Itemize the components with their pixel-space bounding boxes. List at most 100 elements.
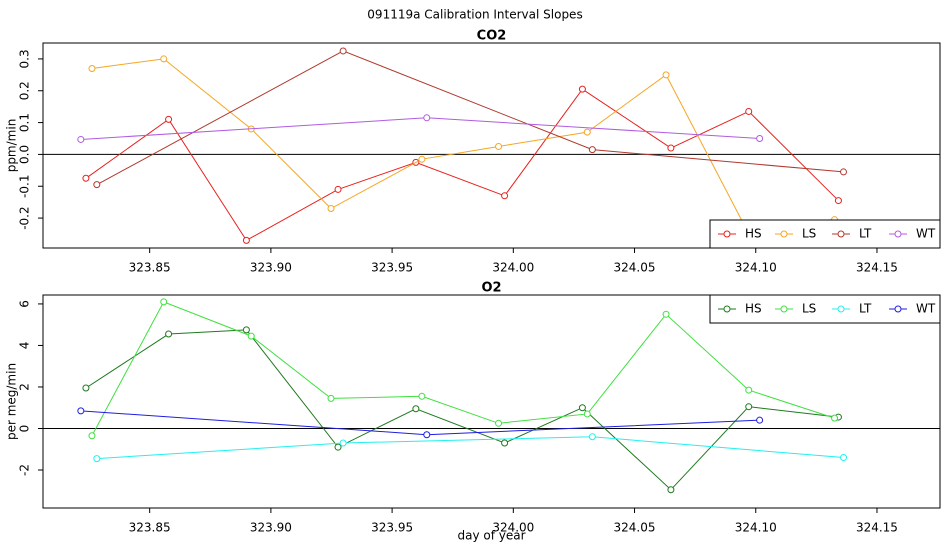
data-point xyxy=(840,454,848,462)
data-point xyxy=(327,205,335,213)
data-point xyxy=(327,394,335,402)
y-tick-label: 6 xyxy=(18,300,32,308)
data-point xyxy=(583,410,591,418)
x-tick-label: 324.15 xyxy=(856,521,898,535)
y-axis-label: ppm/min xyxy=(5,119,19,173)
data-point xyxy=(160,298,168,306)
x-axis-label: day of year xyxy=(457,529,525,543)
y-tick-label: -0.2 xyxy=(18,206,32,229)
data-point xyxy=(412,405,420,413)
data-point xyxy=(588,433,596,441)
data-point xyxy=(831,414,839,422)
data-point xyxy=(667,486,675,494)
data-point xyxy=(578,404,586,412)
data-point xyxy=(77,135,85,143)
legend-marker xyxy=(780,230,788,238)
x-tick-label: 324.10 xyxy=(735,261,777,275)
x-tick-label: 323.85 xyxy=(129,521,171,535)
data-point xyxy=(501,192,509,200)
data-point xyxy=(578,85,586,93)
y-tick-label: 0.1 xyxy=(18,113,32,132)
data-point xyxy=(495,419,503,427)
series-line xyxy=(91,301,835,436)
data-point xyxy=(93,181,101,189)
legend: HS LS LT WT xyxy=(709,219,941,249)
data-point xyxy=(583,128,591,136)
legend-label: LS xyxy=(802,302,816,316)
series-line xyxy=(96,50,844,186)
series-line xyxy=(85,329,839,491)
data-point xyxy=(423,431,431,439)
data-point xyxy=(165,115,173,123)
data-point xyxy=(242,236,250,244)
data-point xyxy=(334,443,342,451)
data-point xyxy=(756,416,764,424)
data-point xyxy=(339,439,347,447)
x-tick-label: 324.00 xyxy=(492,261,534,275)
x-tick-label: 323.90 xyxy=(250,261,292,275)
legend: HS LS LT WT xyxy=(709,294,941,324)
page-title: 091119a Calibration Interval Slopes xyxy=(367,8,582,22)
data-point xyxy=(247,332,255,340)
data-point xyxy=(93,455,101,463)
data-point xyxy=(82,384,90,392)
panel-title: O2 xyxy=(481,281,501,296)
legend-marker xyxy=(780,305,788,313)
plot-frame xyxy=(42,42,941,249)
y-tick-label: 0 xyxy=(18,425,32,433)
legend-marker xyxy=(837,230,845,238)
x-tick-label: 324.10 xyxy=(735,521,777,535)
data-point xyxy=(418,392,426,400)
y-tick-label: 0.2 xyxy=(18,81,32,100)
data-point xyxy=(82,174,90,182)
data-point xyxy=(88,432,96,440)
x-tick-label: 324.00 xyxy=(492,521,534,535)
x-tick-label: 323.85 xyxy=(129,261,171,275)
y-tick-label: 2 xyxy=(18,383,32,391)
data-point xyxy=(662,71,670,79)
legend-label: HS xyxy=(745,227,762,241)
legend-label: LT xyxy=(859,302,872,316)
y-tick-label: 0.3 xyxy=(18,49,32,68)
legend-marker xyxy=(723,305,731,313)
legend-marker xyxy=(894,230,902,238)
x-tick-label: 324.05 xyxy=(614,261,656,275)
data-point xyxy=(662,310,670,318)
data-point xyxy=(745,107,753,115)
data-point xyxy=(745,403,753,411)
legend-label: WT xyxy=(916,302,936,316)
plot-frame xyxy=(42,294,941,509)
x-tick-label: 323.95 xyxy=(371,521,413,535)
data-point xyxy=(418,155,426,163)
series-line xyxy=(96,436,844,460)
data-point xyxy=(667,144,675,152)
data-point xyxy=(495,142,503,150)
x-tick-label: 323.90 xyxy=(250,521,292,535)
panel-title: CO2 xyxy=(477,29,507,44)
data-point xyxy=(77,407,85,415)
series-line xyxy=(85,88,839,242)
x-tick-label: 323.95 xyxy=(371,261,413,275)
data-point xyxy=(745,386,753,394)
legend-label: HS xyxy=(745,302,762,316)
legend-marker xyxy=(894,305,902,313)
data-point xyxy=(588,146,596,154)
y-tick-label: 4 xyxy=(18,342,32,350)
data-point xyxy=(165,330,173,338)
data-point xyxy=(756,134,764,142)
data-point xyxy=(339,47,347,55)
legend-marker xyxy=(723,230,731,238)
x-tick-label: 324.05 xyxy=(614,521,656,535)
data-point xyxy=(160,55,168,63)
y-tick-label: -2 xyxy=(18,464,32,476)
y-tick-label: 0.0 xyxy=(18,145,32,164)
data-point xyxy=(88,64,96,72)
legend-label: WT xyxy=(916,227,936,241)
data-point xyxy=(501,439,509,447)
series-line xyxy=(91,58,835,225)
data-point xyxy=(242,326,250,334)
y-axis-label: per meg/min xyxy=(5,363,19,440)
legend-label: LT xyxy=(859,227,872,241)
